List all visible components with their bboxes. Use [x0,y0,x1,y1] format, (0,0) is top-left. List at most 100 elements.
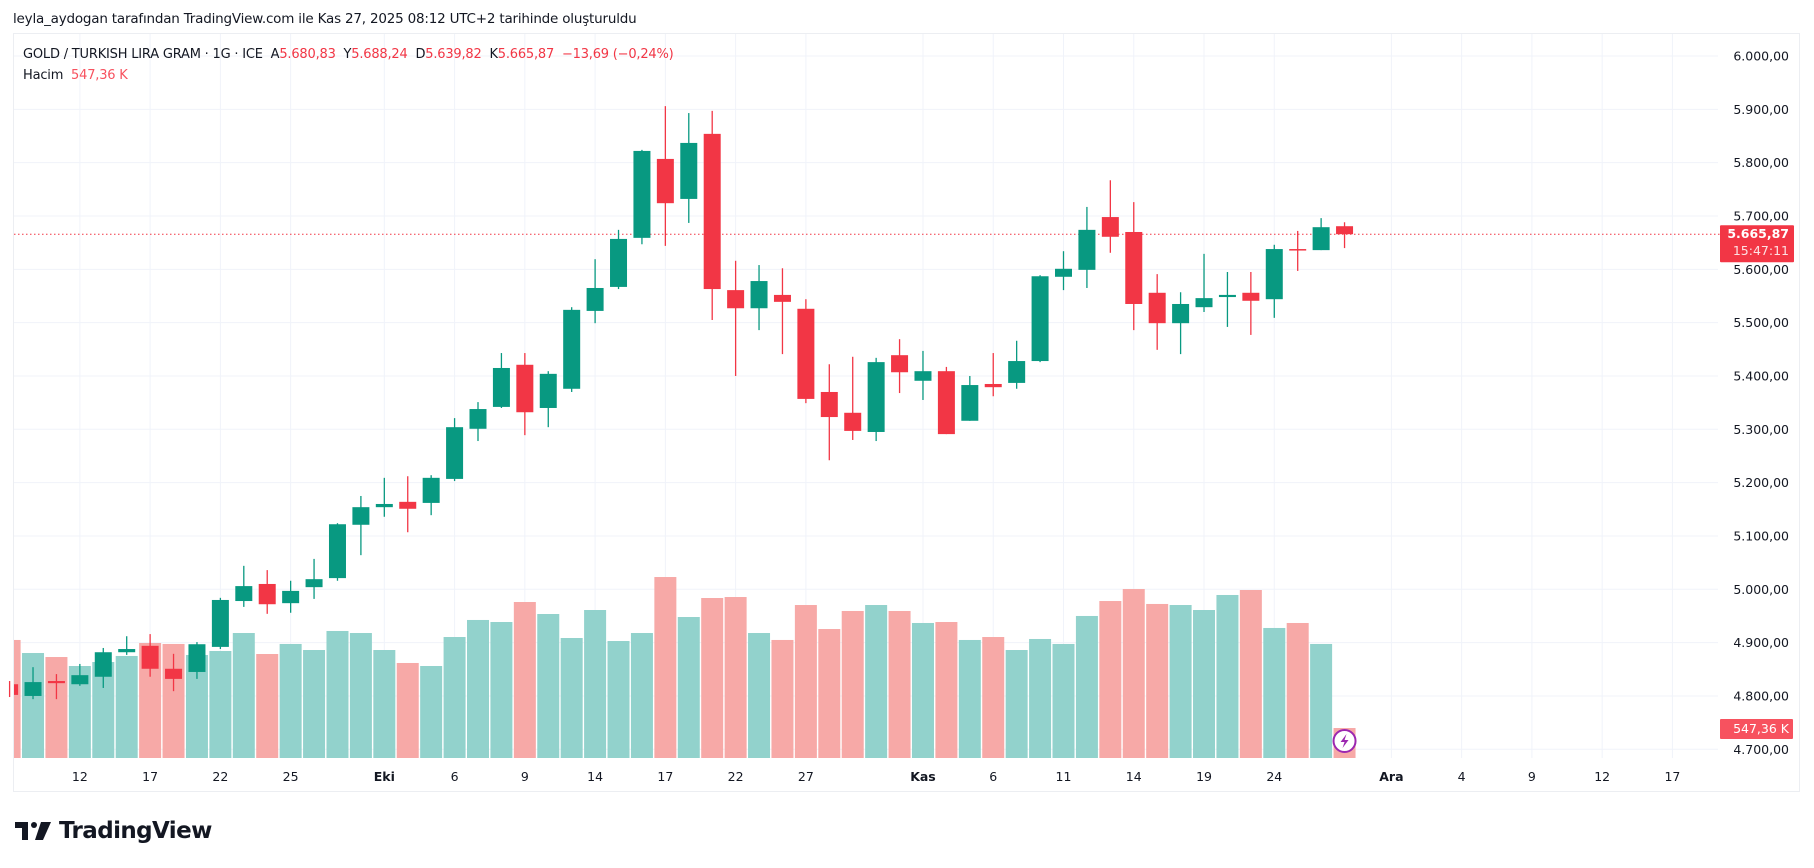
volume-label[interactable]: Hacim [23,68,64,83]
candle-body [352,507,370,525]
candle [727,260,745,376]
price-tick-label: 4.700,00 [1733,742,1789,757]
volume-bar [115,655,138,758]
last-price-tag [1720,225,1794,263]
price-tick-label: 4.900,00 [1733,635,1789,650]
candle [1195,253,1213,312]
price-tick-label: 5.900,00 [1733,102,1789,117]
candle [1218,271,1236,327]
volume-bar [818,629,841,758]
volume-bar [701,598,724,758]
candle [1148,274,1166,350]
time-tick-label: 14 [587,769,603,784]
candle [891,339,909,394]
volume-bar [373,650,396,758]
candle [610,229,628,290]
chart-caption: leyla_aydogan tarafından TradingView.com… [13,11,637,27]
candle-body [820,391,838,418]
volume-value: 547,36 K [71,68,128,83]
candle-body [1008,361,1026,383]
volume-bar [420,666,443,758]
candle [680,113,698,223]
candle [1265,244,1283,318]
candle-body [1078,229,1096,270]
volume-bar [677,617,700,758]
candle-body [94,652,112,677]
candle-body [844,412,862,431]
candle [422,475,440,516]
axis-tags: 5.665,87 15:47:11 547,36 K [1332,225,1794,753]
candle-body [1031,276,1049,362]
volume-bar [1193,610,1216,758]
volume-bar [654,577,677,758]
candle [820,364,838,461]
price-tick-label: 5.800,00 [1733,155,1789,170]
candle [1125,202,1143,331]
volume-bar [45,657,68,758]
chart-frame [13,33,1800,792]
volume-bar [92,662,115,758]
volume-bar [537,614,560,758]
candle-body [165,668,183,679]
low-label: D [415,47,426,62]
candle-body [188,644,206,672]
price-tick-label: 5.700,00 [1733,208,1789,223]
time-tick-label: 6 [989,769,997,784]
candle-body [1125,231,1143,304]
symbol-title[interactable]: GOLD / TURKISH LIRA GRAM · 1G · ICE [23,47,263,62]
candle [165,653,183,692]
candle [94,647,112,688]
candle [141,634,159,677]
volume-bar [865,605,888,758]
volume-bar [1029,638,1052,758]
time-tick-label: 27 [798,769,814,784]
close-label: K [489,47,498,62]
volume-bar [911,622,934,758]
candle [211,597,229,650]
candle [937,366,955,435]
price-tick-label: 5.100,00 [1733,528,1789,543]
price-axis: 6.000,00 5.900,00 5.800,00 5.700,00 5.600,00… [1733,49,1789,757]
last-price-tag-value: 5.665,87 [1727,226,1789,241]
volume-bar [14,639,21,758]
volume-bar [1239,590,1262,758]
volume-bar [232,633,255,758]
chart-legend: GOLD / TURKISH LIRA GRAM · 1G · ICE A5.6… [23,44,674,86]
volume-bar [1052,643,1075,758]
volume-bar [490,622,513,758]
price-tick-label: 4.800,00 [1733,688,1789,703]
candle [375,477,393,517]
volume-bar [630,633,653,758]
volume-bar [396,662,419,758]
time-tick-label: Kas [910,769,936,784]
volume-bar [139,642,162,758]
candle-body [282,590,300,604]
candle-body [633,150,651,238]
candle [633,149,651,245]
price-tick-label: 5.400,00 [1733,368,1789,383]
candle-body [211,599,229,647]
candle [1055,251,1072,291]
candle [750,265,768,331]
tradingview-logo[interactable]: TradingView [15,818,212,844]
countdown-tag-value: 15:47:11 [1733,243,1789,258]
volume-bar [256,654,279,758]
candle-body [680,142,698,199]
volume-tag-value: 547,36 K [1733,721,1790,736]
volume-bar [513,602,536,758]
time-tick-label: 11 [1056,769,1072,784]
volume-bar [794,605,817,758]
volume-bar [22,653,45,758]
volume-bar [185,654,208,758]
volume-bar [1122,589,1145,758]
time-tick-label: 12 [1594,769,1610,784]
candle [188,642,206,679]
candle [71,663,89,686]
candle [469,402,487,442]
volume-bars [14,577,1356,758]
volume-bar [841,610,864,758]
lightning-icon[interactable] [1332,729,1357,753]
time-tick-label: 9 [1528,769,1536,784]
volume-bar [1099,601,1122,758]
